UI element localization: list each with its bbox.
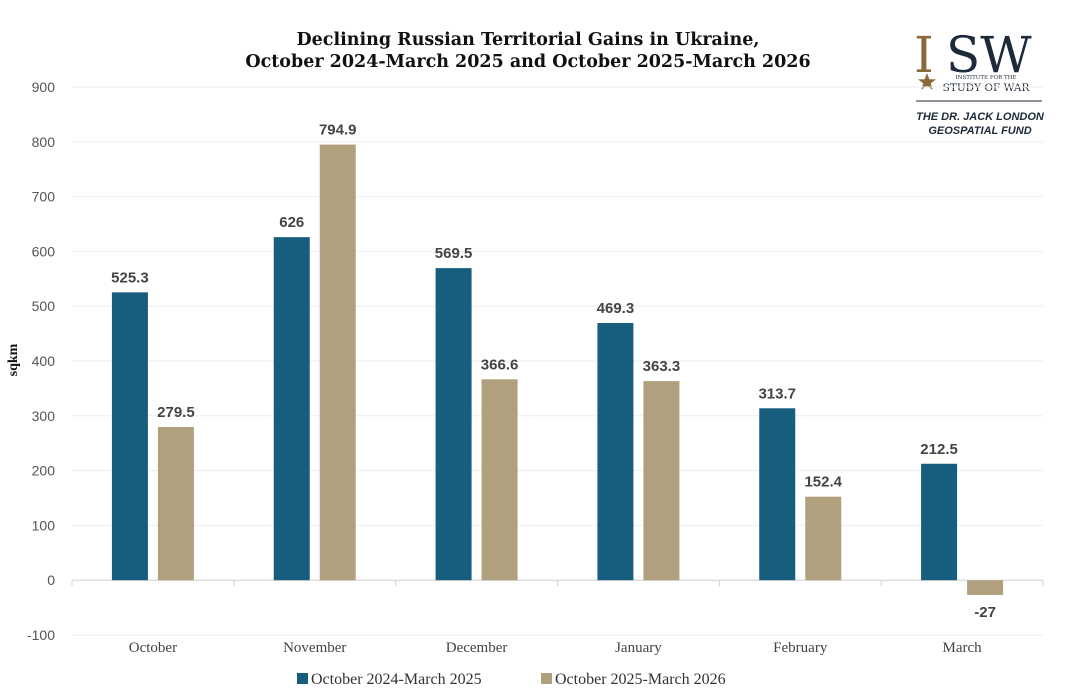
- bar-series-1: [759, 408, 796, 581]
- bar-series-2: [967, 580, 1004, 595]
- bar-series-1: [921, 463, 958, 581]
- data-label: 279.5: [157, 404, 195, 421]
- y-axis-title: sqkm: [6, 343, 21, 376]
- bar-series-2: [157, 427, 194, 581]
- isw-logo: I SW INSTITUTE FOR THE STUDY OF WAR THE …: [914, 26, 1045, 137]
- y-tick-label: -100: [27, 627, 55, 643]
- legend-swatch-series-1: [297, 673, 308, 684]
- x-tick-label: October: [129, 640, 177, 656]
- bar-series-2: [481, 379, 518, 581]
- bar-series-1: [435, 268, 472, 581]
- bar-series-1: [111, 292, 148, 581]
- bar-series-1: [273, 237, 310, 581]
- y-tick-label: 900: [32, 79, 56, 95]
- y-tick-label: 500: [32, 298, 56, 314]
- x-tick-label: December: [446, 640, 508, 656]
- y-tick-label: 200: [32, 463, 56, 479]
- y-axis-ticks: -100 0 100 200 300 400 500 600 700 800 900: [27, 79, 55, 643]
- logo-subtitle-main: STUDY OF WAR: [943, 82, 1031, 94]
- legend-label-series-2: October 2025-March 2026: [555, 671, 726, 688]
- data-label: 469.3: [597, 300, 635, 317]
- chart-title-line-2: October 2024-March 2025 and October 2025…: [245, 52, 810, 72]
- x-tick-label: November: [283, 640, 346, 656]
- chart-title-line-1: Declining Russian Territorial Gains in U…: [296, 30, 759, 50]
- legend-swatch-series-2: [541, 673, 552, 684]
- x-tick-label: February: [773, 640, 828, 656]
- star-icon: [918, 73, 936, 90]
- data-label: 212.5: [920, 441, 958, 458]
- fund-line-2: GEOSPATIAL FUND: [928, 125, 1031, 137]
- data-label: 152.4: [804, 474, 842, 491]
- chart-title: Declining Russian Territorial Gains in U…: [245, 30, 810, 72]
- x-tick-label: January: [615, 640, 662, 656]
- y-tick-label: 700: [32, 189, 56, 205]
- y-tick-label: 400: [32, 353, 56, 369]
- gridlines: [71, 86, 1044, 636]
- x-tick-label: March: [943, 640, 983, 656]
- y-tick-label: 600: [32, 243, 56, 259]
- data-labels: 525.3 279.5 626 794.9 569.5 366.6 469.3 363.3 31…: [111, 122, 996, 621]
- data-label: 313.7: [758, 385, 796, 402]
- bar-series-2: [643, 381, 680, 581]
- logo-isw-letter-i: I: [914, 26, 934, 84]
- logo-subtitle-top: INSTITUTE FOR THE: [955, 75, 1016, 81]
- data-label: 366.6: [481, 356, 519, 373]
- bar-series-2: [319, 144, 356, 581]
- y-tick-label: 0: [47, 572, 55, 588]
- fund-line-1: THE DR. JACK LONDON: [916, 111, 1045, 123]
- data-label: 626: [279, 214, 304, 231]
- y-tick-label: 100: [32, 517, 56, 533]
- bar-series-1: [597, 323, 634, 581]
- data-label: 569.5: [435, 245, 473, 262]
- bars: [111, 144, 1004, 595]
- logo-isw-letters: SW: [946, 26, 1032, 84]
- data-label: 363.3: [643, 358, 681, 375]
- x-axis-ticks: October November December January February Ma…: [129, 640, 982, 656]
- y-tick-label: 800: [32, 134, 56, 150]
- y-tick-label: 300: [32, 408, 56, 424]
- data-label: 794.9: [319, 122, 357, 139]
- legend-label-series-1: October 2024-March 2025: [311, 671, 482, 688]
- bar-series-2: [805, 496, 842, 581]
- data-label: -27: [974, 604, 996, 621]
- data-label: 525.3: [111, 269, 149, 286]
- legend: October 2024-March 2025 October 2025-Mar…: [297, 671, 726, 688]
